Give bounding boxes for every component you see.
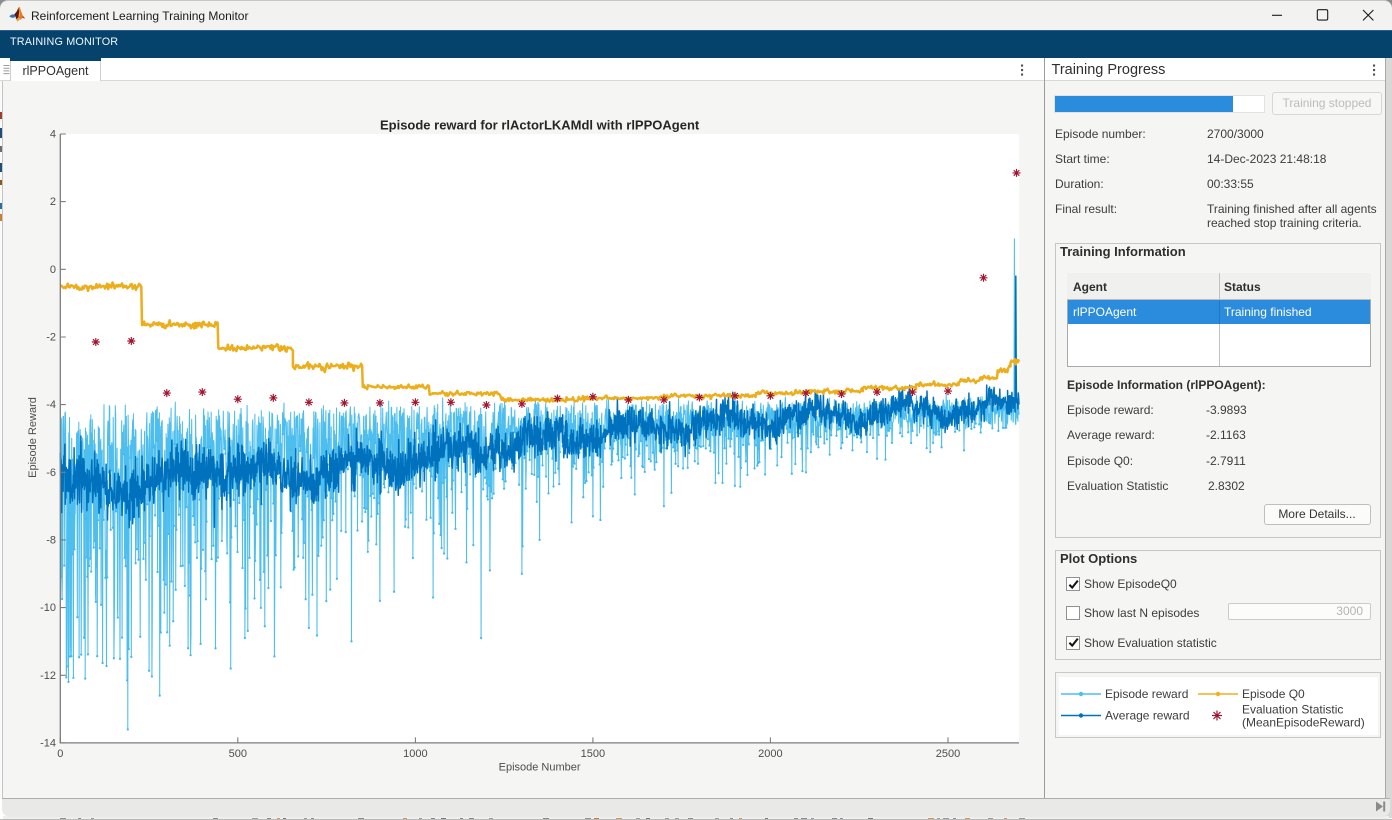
svg-text:(MeanEpisodeReward): (MeanEpisodeReward) xyxy=(1242,715,1365,729)
svg-text:-12: -12 xyxy=(40,669,56,681)
svg-text:-8: -8 xyxy=(46,534,56,546)
svg-text:Episode Reward: Episode Reward xyxy=(27,397,39,478)
svg-text:1500: 1500 xyxy=(581,748,605,760)
svg-text:4: 4 xyxy=(50,128,56,140)
svg-text:0: 0 xyxy=(57,748,63,760)
svg-text:Evaluation Statistic: Evaluation Statistic xyxy=(1242,702,1343,716)
svg-text:2500: 2500 xyxy=(936,748,960,760)
svg-text:Episode reward: Episode reward xyxy=(1105,687,1188,701)
svg-text:-10: -10 xyxy=(40,602,56,614)
svg-text:Episode Q0: Episode Q0 xyxy=(1242,687,1305,701)
svg-text:2: 2 xyxy=(50,196,56,208)
svg-text:Average reward: Average reward xyxy=(1105,708,1190,722)
svg-text:-2: -2 xyxy=(46,331,56,343)
svg-text:-6: -6 xyxy=(46,466,56,478)
svg-text:Episode Number: Episode Number xyxy=(499,761,581,773)
svg-text:-14: -14 xyxy=(40,737,56,749)
svg-text:1000: 1000 xyxy=(403,748,427,760)
svg-text:500: 500 xyxy=(229,748,247,760)
svg-text:Episode reward for rlActorLKAM: Episode reward for rlActorLKAMdl with rl… xyxy=(380,117,700,132)
svg-text:2000: 2000 xyxy=(758,748,782,760)
svg-text:-4: -4 xyxy=(46,399,56,411)
svg-text:0: 0 xyxy=(50,263,56,275)
